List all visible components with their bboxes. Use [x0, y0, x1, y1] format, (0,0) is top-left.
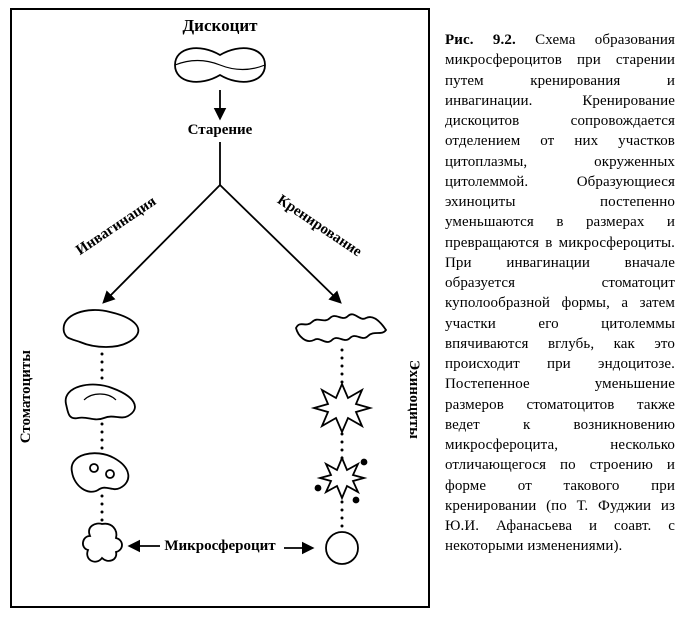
- echinocyte-3-icon: [316, 458, 367, 503]
- echinocyte-1-icon: [296, 314, 386, 342]
- figure-caption: Рис. 9.2. Схема образования микросфероци…: [445, 30, 675, 557]
- diagram-svg: [12, 10, 428, 606]
- branch-right-arrow-icon: [220, 185, 340, 302]
- stomatocyte-3-icon: [72, 453, 129, 492]
- discocyte-icon: [175, 48, 265, 82]
- dots-left-icon: [101, 353, 104, 522]
- stomatocyte-4-icon: [83, 524, 122, 562]
- dots-right-icon: [341, 349, 344, 528]
- echinocyte-4-icon: [326, 532, 358, 564]
- figure-number: Рис. 9.2.: [445, 32, 516, 48]
- page: Дискоцит Старение Инвагинация Кренирован…: [0, 0, 688, 619]
- stomatocyte-2-icon: [66, 385, 135, 420]
- echinocyte-2-icon: [314, 384, 370, 432]
- figure-caption-text: Схема образования микросфероцитов при ст…: [445, 32, 675, 554]
- diagram-frame: Дискоцит Старение Инвагинация Кренирован…: [10, 8, 430, 608]
- stomatocyte-1-icon: [64, 310, 139, 347]
- branch-left-arrow-icon: [104, 185, 220, 302]
